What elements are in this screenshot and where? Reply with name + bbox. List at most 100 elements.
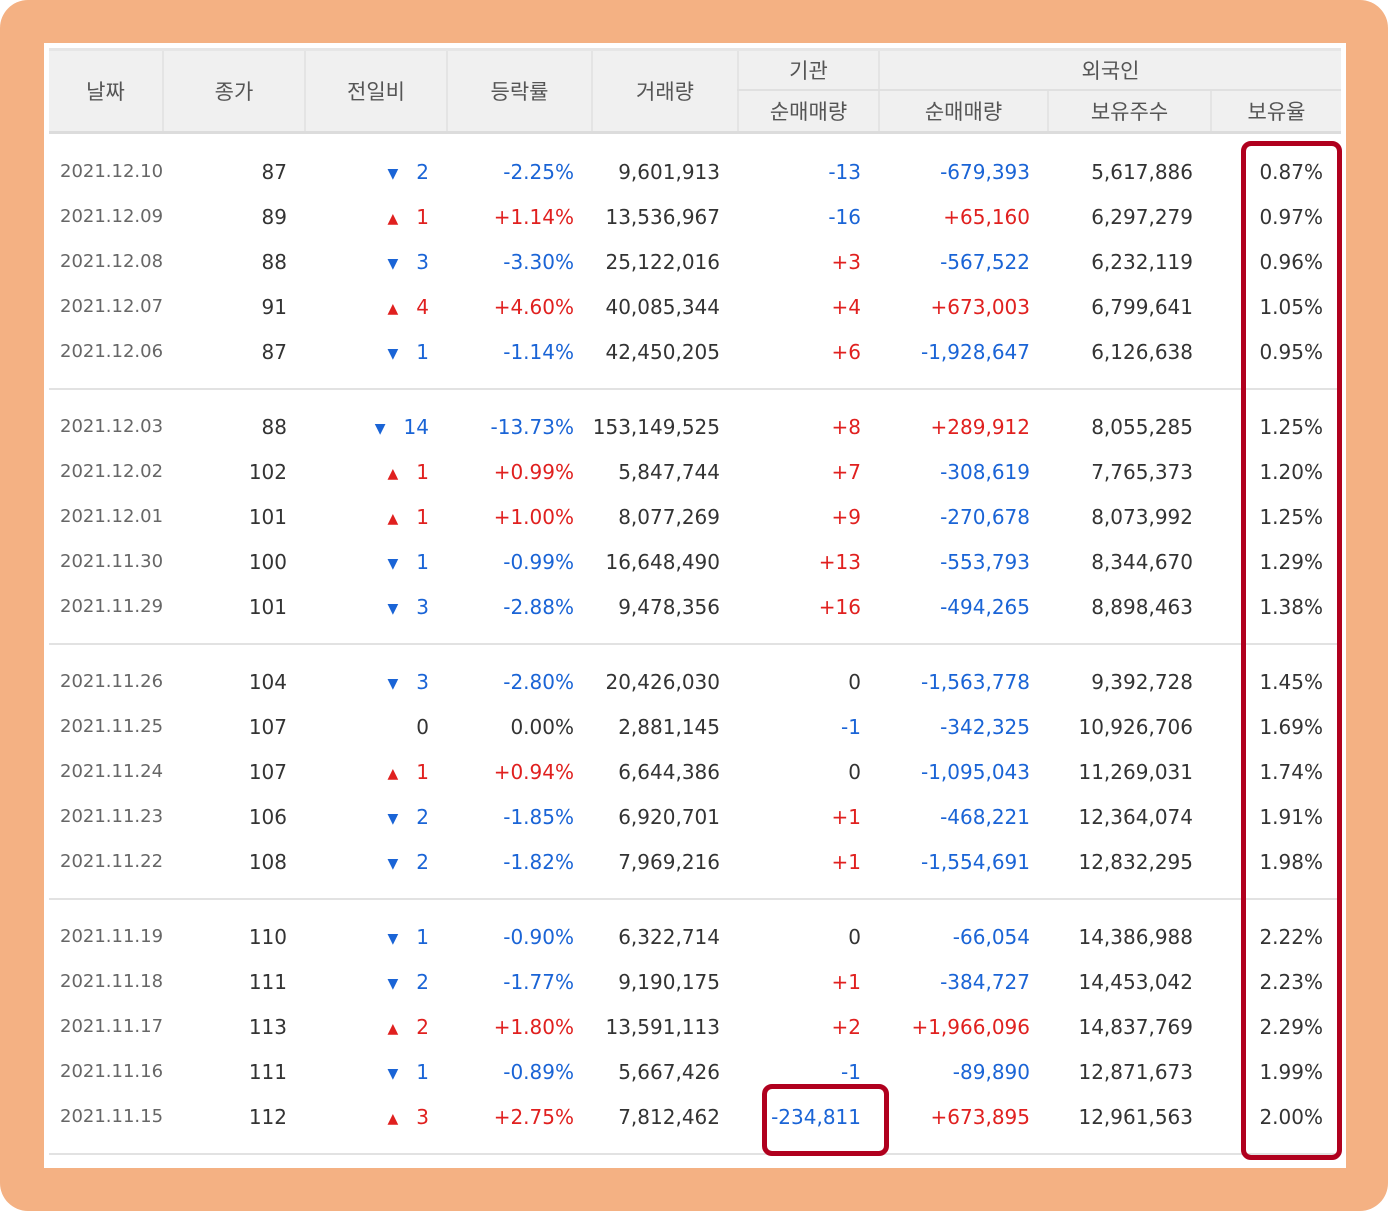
table-row[interactable]: 2021.12.08 88 ▼ 3 -3.30% 25,122,016 +3 -567,522…	[49, 239, 1341, 284]
holding-ratio-cell: 1.20%	[1259, 459, 1323, 484]
volume-cell: 7,969,216	[618, 849, 720, 874]
close-cell: 113	[248, 1014, 287, 1039]
change-cell: ▼ 1	[305, 329, 447, 374]
change-value: 3	[416, 249, 429, 274]
table-row[interactable]: 2021.11.25 107 0 0.00% 2,881,145 -1 -342,325 10…	[49, 704, 1341, 749]
date-cell: 2021.12.02	[60, 461, 163, 482]
table-row[interactable]: 2021.12.01 101 ▲ 1 +1.00% 8,077,269 +9 -270,678…	[49, 494, 1341, 539]
volume-cell: 25,122,016	[605, 249, 720, 274]
holding-ratio-cell: 0.87%	[1259, 159, 1323, 184]
col-header-holdings[interactable]: 보유주수	[1047, 90, 1211, 134]
rate-cell: -2.88%	[503, 594, 574, 619]
holding-ratio-cell: 2.00%	[1259, 1104, 1323, 1129]
holdings-cell: 6,126,638	[1091, 339, 1193, 364]
triangle-up-icon: ▲	[387, 1110, 399, 1127]
rate-cell: -3.30%	[503, 249, 574, 274]
triangle-down-icon: ▼	[374, 420, 386, 437]
col-header-change[interactable]: 전일비	[304, 49, 447, 134]
table-row[interactable]: 2021.11.26 104 ▼ 3 -2.80% 20,426,030 0 -1,563,7…	[49, 659, 1341, 704]
inst-net-cell: -234,811	[771, 1104, 861, 1129]
close-cell: 100	[248, 549, 287, 574]
close-cell: 111	[248, 969, 287, 994]
table-row[interactable]: 2021.11.22 108 ▼ 2 -1.82% 7,969,216 +1 -1,554,6…	[49, 839, 1341, 884]
date-cell: 2021.11.22	[60, 851, 163, 872]
triangle-down-icon: ▼	[387, 675, 399, 692]
change-cell: ▲ 1	[305, 749, 447, 794]
table-row[interactable]: 2021.11.17 113 ▲ 2 +1.80% 13,591,113 +2 +1,966,…	[49, 1004, 1341, 1049]
close-cell: 102	[248, 459, 287, 484]
foreign-net-cell: -1,928,647	[920, 339, 1030, 364]
change-cell: ▼ 2	[305, 839, 447, 884]
col-header-rate[interactable]: 등락률	[446, 49, 592, 134]
close-cell: 112	[248, 1104, 287, 1129]
table-row[interactable]: 2021.12.06 87 ▼ 1 -1.14% 42,450,205 +6 -1,928,6…	[49, 329, 1341, 374]
triangle-up-icon: ▲	[387, 210, 399, 227]
close-cell: 88	[261, 414, 287, 439]
volume-cell: 153,149,525	[592, 414, 720, 439]
date-cell: 2021.11.15	[60, 1106, 163, 1127]
date-cell: 2021.12.01	[60, 506, 163, 527]
volume-cell: 9,190,175	[618, 969, 720, 994]
change-cell: ▼ 3	[305, 584, 447, 629]
table-row[interactable]: 2021.11.16 111 ▼ 1 -0.89% 5,667,426 -1 -89,890 1…	[49, 1049, 1341, 1094]
volume-cell: 6,644,386	[618, 759, 720, 784]
col-header-foreign-net[interactable]: 순매매량	[878, 90, 1048, 134]
table-row[interactable]: 2021.11.24 107 ▲ 1 +0.94% 6,644,386 0 -1,095,04…	[49, 749, 1341, 794]
col-header-date[interactable]: 날짜	[49, 49, 163, 134]
table-row[interactable]: 2021.12.03 88 ▼ 14 -13.73% 153,149,525 +8 +289,…	[49, 404, 1341, 449]
volume-cell: 16,648,490	[605, 549, 720, 574]
change-value: 1	[416, 549, 429, 574]
change-cell: ▲ 2	[305, 1004, 447, 1049]
volume-cell: 9,478,356	[618, 594, 720, 619]
table-row[interactable]: 2021.12.10 87 ▼ 2 -2.25% 9,601,913 -13 -679,393…	[49, 149, 1341, 194]
foreign-net-cell: -384,727	[940, 969, 1030, 994]
rate-cell: -0.90%	[503, 924, 574, 949]
col-header-holding-ratio[interactable]: 보유율	[1210, 90, 1341, 134]
holdings-cell: 8,055,285	[1091, 414, 1193, 439]
triangle-down-icon: ▼	[387, 1065, 399, 1082]
change-cell: ▲ 1	[305, 494, 447, 539]
volume-cell: 40,085,344	[605, 294, 720, 319]
row-gap	[49, 884, 1341, 898]
change-cell: ▲ 4	[305, 284, 447, 329]
triangle-up-icon: ▲	[387, 765, 399, 782]
date-cell: 2021.12.08	[60, 251, 163, 272]
close-cell: 108	[248, 849, 287, 874]
table-row[interactable]: 2021.11.30 100 ▼ 1 -0.99% 16,648,490 +13 -553,7…	[49, 539, 1341, 584]
col-header-close[interactable]: 종가	[162, 49, 305, 134]
triangle-down-icon: ▼	[387, 810, 399, 827]
rate-cell: +0.94%	[493, 759, 574, 784]
holding-ratio-cell: 0.95%	[1259, 339, 1323, 364]
holding-ratio-cell: 0.96%	[1259, 249, 1323, 274]
close-cell: 111	[248, 1059, 287, 1084]
table-row[interactable]: 2021.11.18 111 ▼ 2 -1.77% 9,190,175 +1 -384,727…	[49, 959, 1341, 1004]
foreign-net-cell: -270,678	[940, 504, 1030, 529]
table-row[interactable]: 2021.12.09 89 ▲ 1 +1.14% 13,536,967 -16 +65,160…	[49, 194, 1341, 239]
table-row[interactable]: 2021.12.07 91 ▲ 4 +4.60% 40,085,344 +4 +673,003…	[49, 284, 1341, 329]
table-row[interactable]: 2021.11.29 101 ▼ 3 -2.88% 9,478,356 +16 -494,26…	[49, 584, 1341, 629]
table-row[interactable]: 2021.11.23 106 ▼ 2 -1.85% 6,920,701 +1 -468,221…	[49, 794, 1341, 839]
holdings-cell: 12,961,563	[1078, 1104, 1193, 1129]
rate-cell: -1.77%	[503, 969, 574, 994]
volume-cell: 6,920,701	[618, 804, 720, 829]
table-row[interactable]: 2021.12.02 102 ▲ 1 +0.99% 5,847,744 +7 -308,619…	[49, 449, 1341, 494]
holding-ratio-cell: 1.29%	[1259, 549, 1323, 574]
triangle-up-icon: ▲	[387, 300, 399, 317]
holding-ratio-cell: 2.22%	[1259, 924, 1323, 949]
col-header-inst-net[interactable]: 순매매량	[737, 90, 879, 134]
row-gap	[49, 389, 1341, 404]
table-body: 2021.12.10 87 ▼ 2 -2.25% 9,601,913 -13 -679,393…	[49, 133, 1341, 1155]
holdings-cell: 5,617,886	[1091, 159, 1193, 184]
row-gap	[49, 644, 1341, 659]
table-row[interactable]: 2021.11.15 112 ▲ 3 +2.75% 7,812,462 -234,811 +6…	[49, 1094, 1341, 1139]
rate-cell: -0.99%	[503, 549, 574, 574]
inst-net-cell: -1	[841, 1059, 861, 1084]
change-cell: ▼ 1	[305, 1049, 447, 1094]
inst-net-cell: +16	[818, 594, 861, 619]
date-cell: 2021.11.24	[60, 761, 163, 782]
foreign-net-cell: -66,054	[952, 924, 1030, 949]
holdings-cell: 12,832,295	[1078, 849, 1193, 874]
table-row[interactable]: 2021.11.19 110 ▼ 1 -0.90% 6,322,714 0 -66,054 14…	[49, 914, 1341, 959]
col-header-volume[interactable]: 거래량	[591, 49, 738, 134]
foreign-net-cell: -553,793	[940, 549, 1030, 574]
